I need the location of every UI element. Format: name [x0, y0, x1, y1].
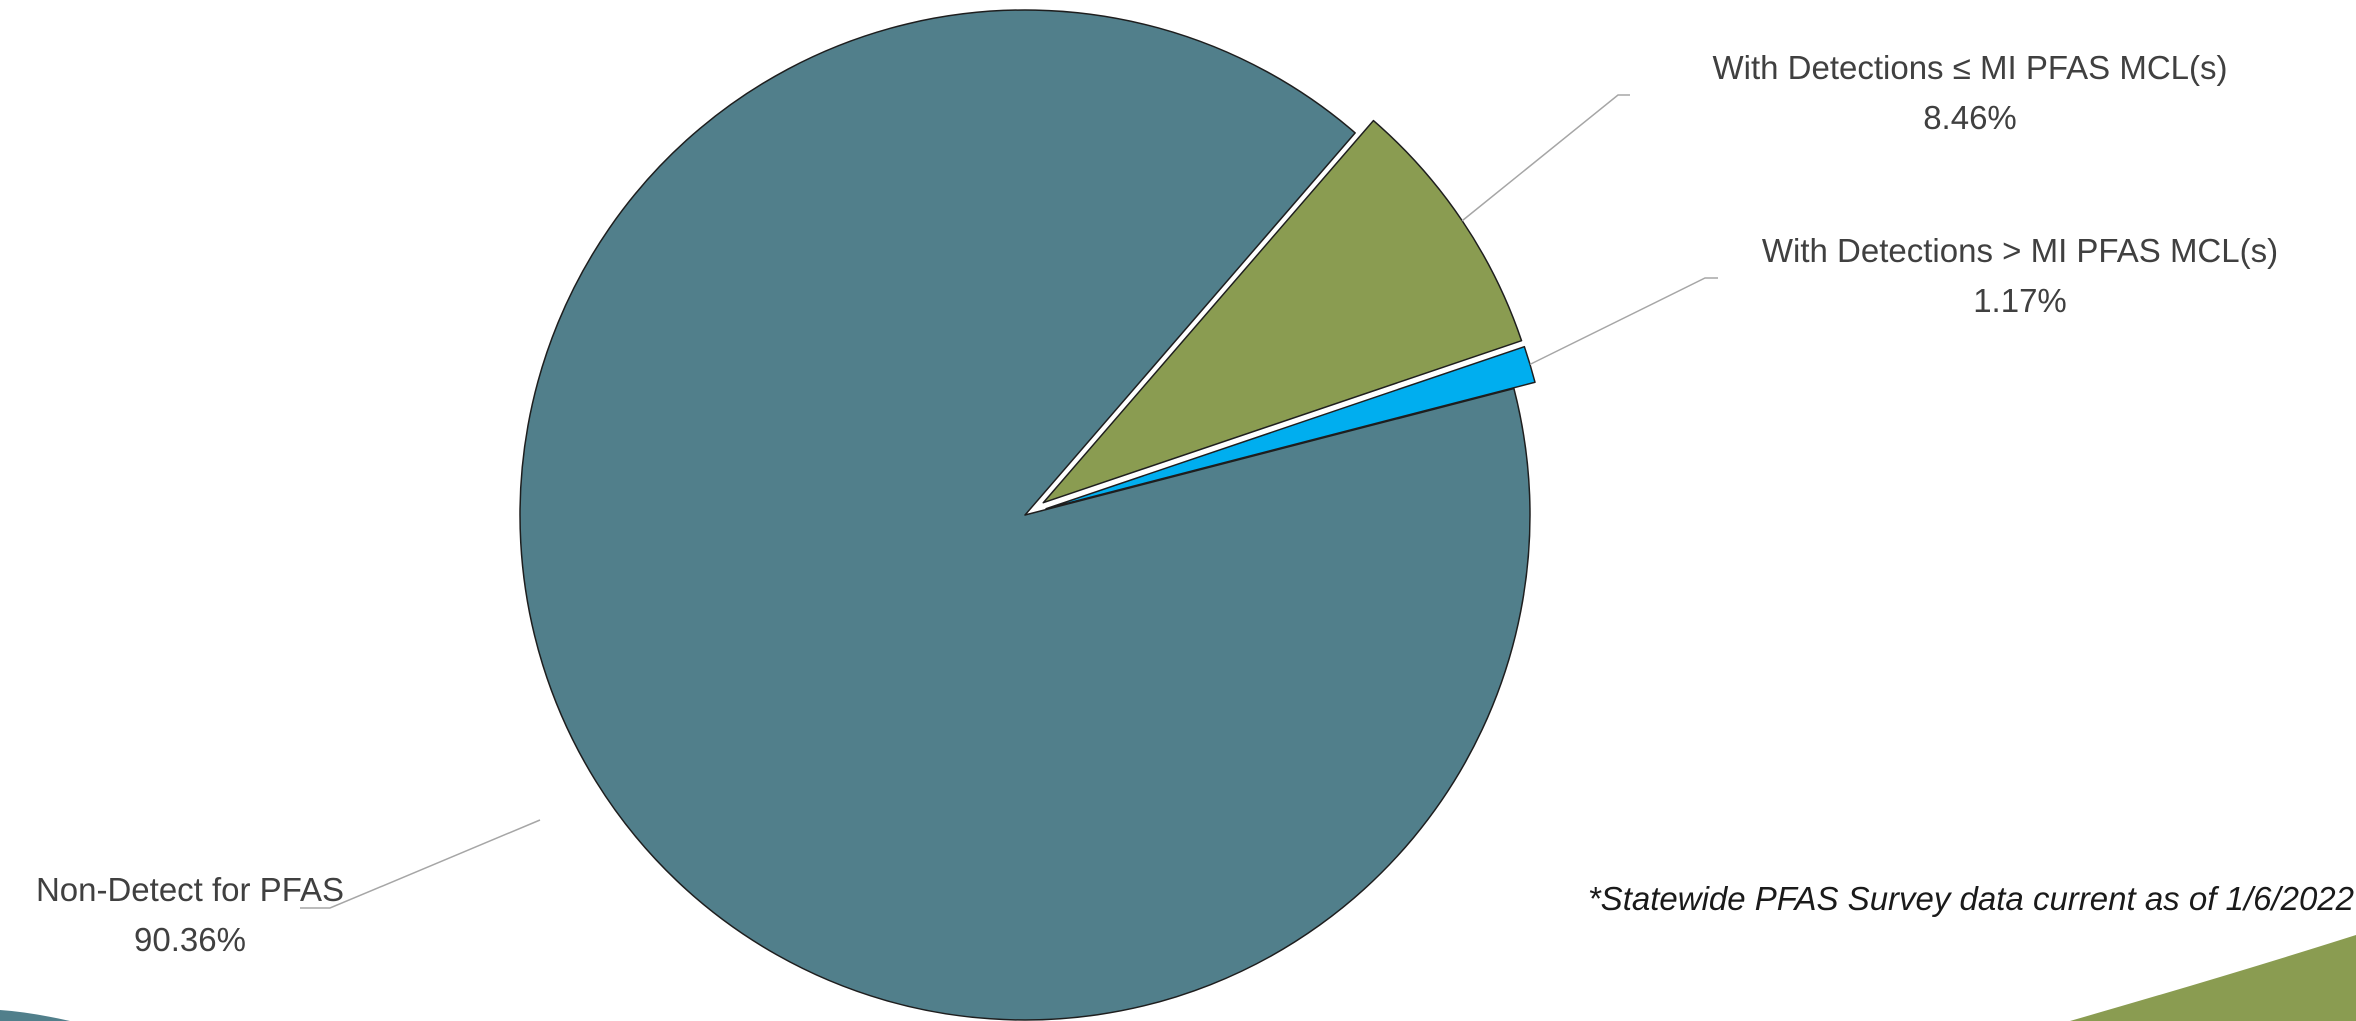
slice-label-value: 90.36% — [134, 921, 246, 958]
pie-slice-non-detect — [519, 9, 1531, 1021]
pie-slice-detections-below-mcl — [1042, 119, 1523, 504]
slice-label-value: 1.17% — [1973, 282, 2067, 319]
slice-label-non-detect: Non-Detect for PFAS 90.36% — [0, 865, 380, 965]
leader-line-non-detect — [300, 819, 541, 909]
decorative-accent-left — [0, 1010, 70, 1021]
decorative-accent-right — [2070, 935, 2356, 1021]
slice-label-detections-above-mcl: With Detections > MI PFAS MCL(s) 1.17% — [1700, 226, 2340, 326]
leader-line-detections-above-mcl — [1529, 277, 1718, 366]
slice-label-value: 8.46% — [1923, 99, 2017, 136]
slice-label-name: Non-Detect for PFAS — [35, 871, 345, 908]
leader-line-detections-below-mcl — [1461, 94, 1630, 222]
data-source-note: *Statewide PFAS Survey data current as o… — [1587, 880, 2354, 917]
slice-label-name: With Detections ≤ MI PFAS MCL(s) — [1712, 49, 2228, 86]
slice-label-name: With Detections > MI PFAS MCL(s) — [1761, 232, 2279, 269]
slice-label-detections-below-mcl: With Detections ≤ MI PFAS MCL(s) 8.46% — [1650, 43, 2290, 143]
